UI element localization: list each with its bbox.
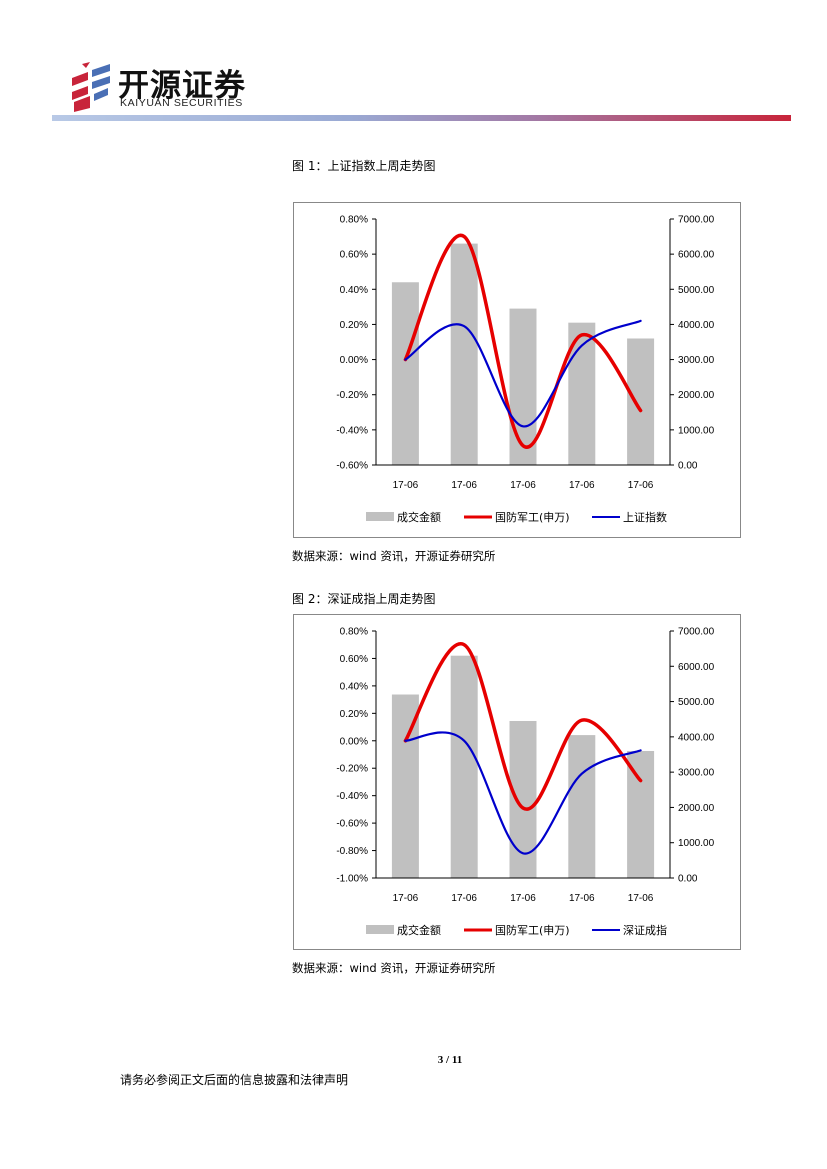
category-label: 17-06 bbox=[393, 480, 419, 491]
right-tick-label: 6000.00 bbox=[678, 250, 715, 261]
category-label: 17-06 bbox=[510, 893, 536, 904]
left-tick-label: 0.20% bbox=[340, 709, 368, 720]
category-label: 17-06 bbox=[510, 480, 536, 491]
category-label: 17-06 bbox=[628, 893, 654, 904]
bar-3 bbox=[509, 720, 537, 878]
logo-chinese-name: 开源证券 bbox=[118, 68, 246, 104]
left-tick-label: 0.20% bbox=[340, 320, 368, 331]
bar-2 bbox=[450, 243, 478, 465]
chart-1: 0.80% 0.60% 0.40% 0.20% 0.00% -0.20% -0.40% -0.… bbox=[293, 202, 741, 538]
left-tick-label: -0.20% bbox=[336, 764, 368, 775]
right-tick-label: 3000.00 bbox=[678, 355, 715, 366]
legend-swatch-bar bbox=[366, 512, 394, 521]
right-tick-label: 4000.00 bbox=[678, 732, 715, 743]
left-tick-label: -0.40% bbox=[336, 425, 368, 436]
series-line-2 bbox=[404, 319, 642, 428]
figure2-source: 数据来源：wind 资讯，开源证券研究所 bbox=[292, 961, 496, 975]
disclaimer-text: 请务必参阅正文后面的信息披露和法律声明 bbox=[120, 1073, 349, 1087]
right-tick-label: 4000.00 bbox=[678, 320, 715, 331]
series-line-2 bbox=[404, 731, 642, 855]
legend-label: 成交金额 bbox=[397, 923, 441, 937]
figure1-source: 数据来源：wind 资讯，开源证券研究所 bbox=[292, 549, 496, 563]
figure1-title: 图 1：上证指数上周走势图 bbox=[292, 159, 436, 173]
bar-5 bbox=[627, 750, 655, 878]
category-label: 17-06 bbox=[451, 893, 477, 904]
category-label: 17-06 bbox=[393, 893, 419, 904]
chart-2: 0.80% 0.60% 0.40% 0.20% 0.00% -0.20% -0.40% -0.… bbox=[293, 614, 741, 950]
right-tick-label: 1000.00 bbox=[678, 425, 715, 436]
left-tick-label: 0.60% bbox=[340, 250, 368, 261]
left-tick-label: -1.00% bbox=[336, 874, 368, 885]
category-label: 17-06 bbox=[628, 480, 654, 491]
legend-label: 国防军工(申万) bbox=[495, 510, 570, 524]
left-tick-label: -0.60% bbox=[336, 819, 368, 830]
right-tick-label: 5000.00 bbox=[678, 697, 715, 708]
legend-label: 深证成指 bbox=[623, 923, 667, 937]
left-tick-label: -0.20% bbox=[336, 390, 368, 401]
left-tick-label: 0.40% bbox=[340, 681, 368, 692]
left-tick-label: 0.00% bbox=[340, 355, 368, 366]
category-label: 17-06 bbox=[451, 480, 477, 491]
left-tick-label: -0.60% bbox=[336, 461, 368, 472]
logo-english-name: KAIYUAN SECURITIES bbox=[120, 97, 243, 109]
header-rule bbox=[52, 115, 791, 121]
left-tick-label: -0.80% bbox=[336, 846, 368, 857]
chart1-svg: 0.80% 0.60% 0.40% 0.20% 0.00% -0.20% -0.40% -0.… bbox=[336, 215, 715, 525]
left-tick-label: 0.00% bbox=[340, 736, 368, 747]
left-tick-label: 0.80% bbox=[340, 627, 368, 638]
bar-1 bbox=[391, 282, 419, 465]
category-label: 17-06 bbox=[569, 480, 595, 491]
bar-4 bbox=[568, 735, 596, 878]
page-number: 3 / 11 bbox=[437, 1054, 463, 1066]
legend-label: 国防军工(申万) bbox=[495, 923, 570, 937]
right-tick-label: 3000.00 bbox=[678, 768, 715, 779]
figure2-title: 图 2：深证成指上周走势图 bbox=[292, 592, 436, 606]
right-tick-label: 2000.00 bbox=[678, 803, 715, 814]
left-tick-label: 0.80% bbox=[340, 215, 368, 226]
legend-swatch-bar bbox=[366, 925, 394, 934]
left-tick-label: -0.40% bbox=[336, 791, 368, 802]
left-tick-label: 0.40% bbox=[340, 285, 368, 296]
right-tick-label: 5000.00 bbox=[678, 285, 715, 296]
legend-label: 成交金额 bbox=[397, 510, 441, 524]
right-tick-label: 7000.00 bbox=[678, 627, 715, 638]
bar-2 bbox=[450, 655, 478, 878]
category-label: 17-06 bbox=[569, 893, 595, 904]
right-tick-label: 6000.00 bbox=[678, 662, 715, 673]
right-tick-label: 7000.00 bbox=[678, 215, 715, 226]
series-line-1 bbox=[403, 642, 643, 811]
kaiyuan-logo-icon bbox=[72, 62, 110, 112]
right-tick-label: 0.00 bbox=[678, 874, 698, 885]
right-tick-label: 1000.00 bbox=[678, 838, 715, 849]
bar-3 bbox=[509, 308, 537, 465]
company-logo: 开源证券 KAIYUAN SECURITIES bbox=[68, 58, 268, 114]
bar-5 bbox=[627, 338, 655, 465]
left-tick-label: 0.60% bbox=[340, 654, 368, 665]
right-tick-label: 0.00 bbox=[678, 461, 698, 472]
right-tick-label: 2000.00 bbox=[678, 390, 715, 401]
legend-label: 上证指数 bbox=[623, 510, 667, 524]
chart2-svg: 0.80% 0.60% 0.40% 0.20% 0.00% -0.20% -0.40% -0.… bbox=[336, 627, 715, 938]
